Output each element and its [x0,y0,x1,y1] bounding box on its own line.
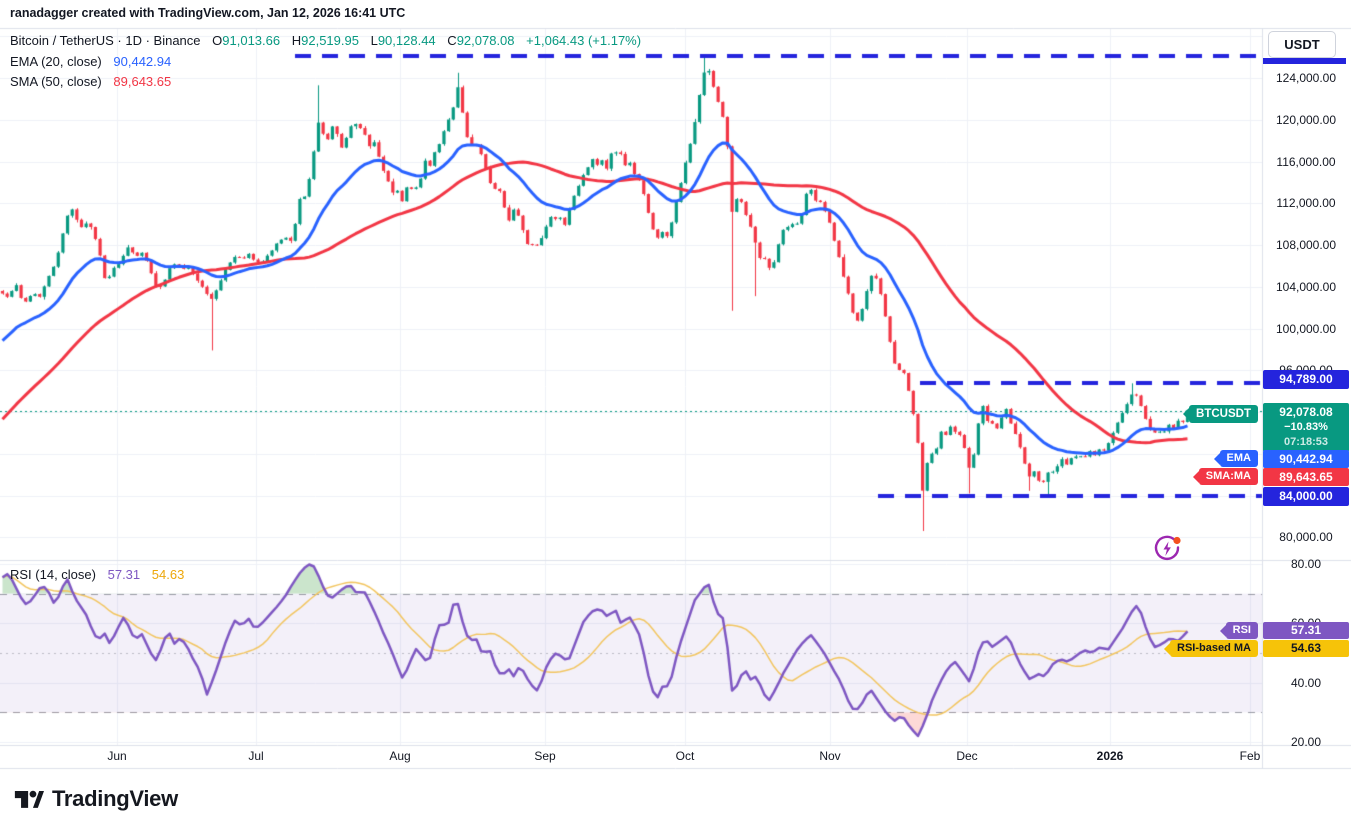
sma-legend-value: 89,643.65 [113,74,172,89]
rsi-axis-label: 80.00 [1290,557,1322,571]
sma-legend-row[interactable]: SMA (50, close) 89,643.65 [10,74,171,89]
tradingview-logo-text: TradingView [52,786,178,811]
change-value: +1,064.43 (+1.17%) [526,33,642,48]
tradingview-logo-mark [14,790,44,808]
rsi-axis-label: 40.00 [1290,675,1322,690]
rsi-legend-row[interactable]: RSI (14, close) 57.31 54.63 [10,567,184,582]
time-axis-label: Oct [675,749,695,763]
rsi-ma-tag: RSI-based MA [1164,640,1258,657]
time-axis-label: 2026 [1096,749,1124,763]
ohlc-open-value: 91,013.66 [222,33,281,48]
tradingview-logo[interactable]: TradingView [14,784,178,814]
sma-tag: SMA:MA [1192,468,1258,485]
symbol-legend-row[interactable]: Bitcoin / TetherUS · 1D · Binance O91,01… [10,33,641,48]
ohlc-high-label: H [291,33,302,48]
price-axis-label: 108,000.00 [1275,238,1337,252]
time-axis-label: Feb [1239,749,1261,763]
ohlc-close-label: C [447,33,457,48]
last-price-value: 92,078.08 [1279,405,1333,419]
ohlc-low-label: L [370,33,378,48]
ema-legend-label: EMA (20, close) [10,54,102,69]
ohlc-low-value: 90,128.44 [377,33,436,48]
ohlc-close-value: 92,078.08 [456,33,515,48]
rsi-legend-label: RSI (14, close) [10,567,96,582]
rsi-tag: RSI [1219,622,1258,639]
time-axis-label: Sep [534,749,556,763]
time-axis-label: Aug [389,749,411,763]
ohlc-high-value: 92,519.95 [301,33,359,48]
ema-legend-value: 90,442.94 [113,54,172,69]
symbol-title: Bitcoin / TetherUS · 1D · Binance [10,33,201,48]
time-axis-label: Jun [107,749,127,763]
price-axis-label: 112,000.00 [1276,196,1336,211]
ohlc-open-label: O [212,33,223,48]
currency-toggle-button[interactable]: USDT [1268,31,1336,58]
flash-action-icon[interactable] [1151,533,1183,565]
change-percent-value: −10.83% [1284,421,1328,433]
clipped-line-price-label [1263,58,1346,64]
ema-legend-row[interactable]: EMA (20, close) 90,442.94 [10,54,171,69]
rsi-ma-legend-value: 54.63 [151,567,185,582]
price-axis-label: 100,000.00 [1275,321,1337,336]
price-axis-label: 120,000.00 [1275,112,1337,127]
price-axis-label: 124,000.00 [1275,71,1337,85]
rsi-ma-value-badge: 54.63 [1263,640,1349,657]
attribution-text: ranadagger created with TradingView.com,… [10,6,406,20]
time-axis-label: Dec [956,749,978,763]
resistance-price-badge: 94,789.00 [1263,370,1349,389]
ema-tag: EMA [1213,450,1258,467]
sma-legend-label: SMA (50, close) [10,74,102,89]
rsi-value-badge: 57.31 [1263,622,1349,639]
rsi-axis-label: 20.00 [1290,735,1322,749]
last-price-badge: 92,078.08 −10.83% 07:18:53 [1263,403,1349,452]
sma-price-badge: 89,643.65 [1263,468,1349,486]
bar-countdown: 07:18:53 [1283,436,1329,448]
time-axis-label: Jul [248,749,264,763]
support-price-badge: 84,000.00 [1263,487,1349,506]
ema-price-badge: 90,442.94 [1263,450,1349,468]
price-axis-label: 80,000.00 [1279,530,1333,545]
symbol-tag: BTCUSDT [1183,405,1258,423]
time-axis-label: Nov [819,749,841,763]
price-axis-label: 104,000.00 [1275,279,1337,294]
rsi-legend-value: 57.31 [107,567,141,582]
price-axis-label: 116,000.00 [1276,154,1336,169]
